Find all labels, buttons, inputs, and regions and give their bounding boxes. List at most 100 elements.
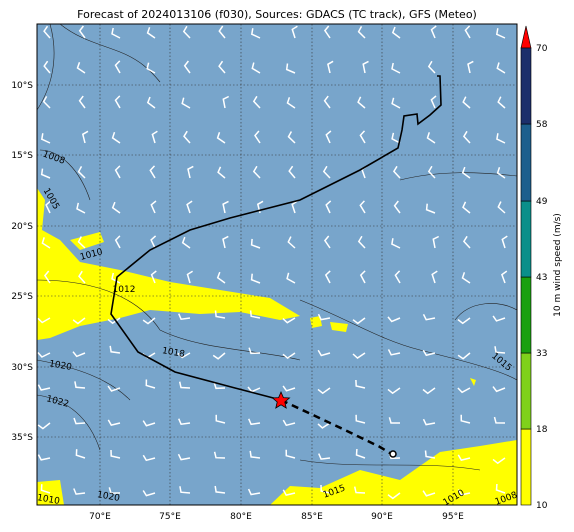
- wind-barb: [426, 132, 436, 144]
- wind-barb: [391, 97, 401, 109]
- wind-barb: [142, 490, 156, 497]
- colorbar-tick-label: 49: [536, 197, 548, 207]
- wind-barb: [186, 200, 193, 214]
- wind-barb: [496, 167, 506, 179]
- wind-barb: [391, 238, 401, 249]
- colorbar-segment: [520, 352, 532, 430]
- wind-barb: [461, 166, 471, 179]
- wind-barb: [251, 62, 261, 74]
- wind-barb: [323, 235, 331, 249]
- wind-barb: [317, 422, 331, 429]
- wind-barb: [74, 381, 86, 389]
- wind-barb: [247, 488, 261, 496]
- wind-barb: [142, 420, 156, 427]
- wind-barb: [355, 448, 366, 459]
- wind-barb: [81, 130, 89, 144]
- wind-barb: [359, 270, 366, 284]
- wind-barb: [325, 130, 332, 144]
- wind-barb: [43, 270, 51, 284]
- colorbar-segment: [520, 47, 532, 125]
- wind-barb: [430, 25, 437, 39]
- wind-barb: [285, 449, 296, 459]
- colorbar-tick-label: 10: [536, 501, 548, 511]
- wind-barb: [252, 95, 261, 109]
- map-area: 1008100510101012101810201022101510201010…: [36, 24, 517, 507]
- colorbar-tick-label: 70: [536, 44, 548, 54]
- wind-barb: [178, 418, 191, 426]
- wind-barb: [282, 489, 296, 496]
- wind-barb: [494, 346, 506, 354]
- wind-barb: [317, 349, 331, 357]
- wind-barb: [145, 379, 156, 389]
- colorbar-tick-label: 58: [536, 120, 548, 130]
- forecast-end: [389, 450, 397, 458]
- wind-barb: [76, 202, 86, 214]
- wind-barb: [248, 347, 261, 355]
- wind-barb: [186, 270, 193, 284]
- wind-barb: [146, 26, 156, 39]
- lon-label: 95°E: [442, 512, 464, 522]
- wind-barb: [287, 236, 296, 249]
- wind-barb: [422, 349, 436, 357]
- wind-barb: [114, 165, 121, 179]
- wind-barb: [37, 384, 51, 391]
- wind-barb: [179, 486, 191, 494]
- wind-barb: [492, 315, 506, 322]
- wind-barb: [37, 454, 51, 461]
- wind-barb: [387, 387, 401, 395]
- wind-barb: [324, 270, 331, 284]
- wind-barb: [110, 449, 121, 459]
- lat-label: 35°S: [11, 433, 33, 443]
- wind-barb: [111, 27, 121, 39]
- lon-label: 90°E: [371, 512, 393, 522]
- wind-barb: [457, 317, 471, 325]
- wind-barb: [394, 270, 401, 284]
- wind-barb: [150, 270, 157, 284]
- wind-barb: [142, 317, 156, 325]
- isobar-label: 1012: [113, 285, 136, 295]
- wind-barb: [457, 352, 471, 360]
- wind-barb: [327, 60, 334, 74]
- wind-barb: [109, 345, 121, 354]
- wind-barb: [212, 352, 226, 360]
- wind-barb: [387, 316, 401, 323]
- wind-barb: [492, 457, 506, 465]
- wind-barb: [322, 165, 331, 179]
- wind-barb: [323, 25, 331, 39]
- wind-barb: [250, 238, 261, 249]
- wind-barb: [150, 235, 157, 249]
- wind-barb: [214, 485, 226, 494]
- isobar-label: 1010: [36, 493, 61, 507]
- wind-barb: [108, 487, 121, 494]
- wind-barb: [496, 133, 506, 144]
- wind-barb: [218, 25, 226, 39]
- wind-barb: [146, 62, 156, 74]
- lon-label: 70°E: [89, 512, 111, 522]
- wind-barb: [107, 385, 121, 392]
- wind-barb: [40, 133, 51, 144]
- lon-label: 80°E: [230, 512, 252, 522]
- colorbar-extend: [520, 25, 532, 49]
- wind-barb: [282, 317, 296, 324]
- wind-barb: [249, 310, 261, 319]
- wind-barb: [181, 97, 191, 109]
- wind-barb: [77, 236, 86, 249]
- ocean: [37, 24, 517, 505]
- wind-barb: [218, 60, 226, 74]
- wind-barb: [318, 453, 331, 460]
- wind-barb: [216, 271, 226, 284]
- wind-barb: [282, 419, 296, 427]
- wind-barb: [500, 270, 508, 284]
- wind-barb: [460, 414, 471, 424]
- wind-barb: [427, 165, 436, 179]
- wind-barb: [285, 63, 296, 74]
- wind-barb: [187, 165, 194, 179]
- wind-barb: [222, 200, 229, 214]
- lat-label: 10°S: [11, 81, 33, 91]
- wind-barb: [213, 382, 226, 390]
- wind-barb: [182, 25, 191, 39]
- wind-barb: [353, 486, 366, 494]
- wind-barb: [391, 26, 401, 39]
- wind-barb: [42, 96, 51, 109]
